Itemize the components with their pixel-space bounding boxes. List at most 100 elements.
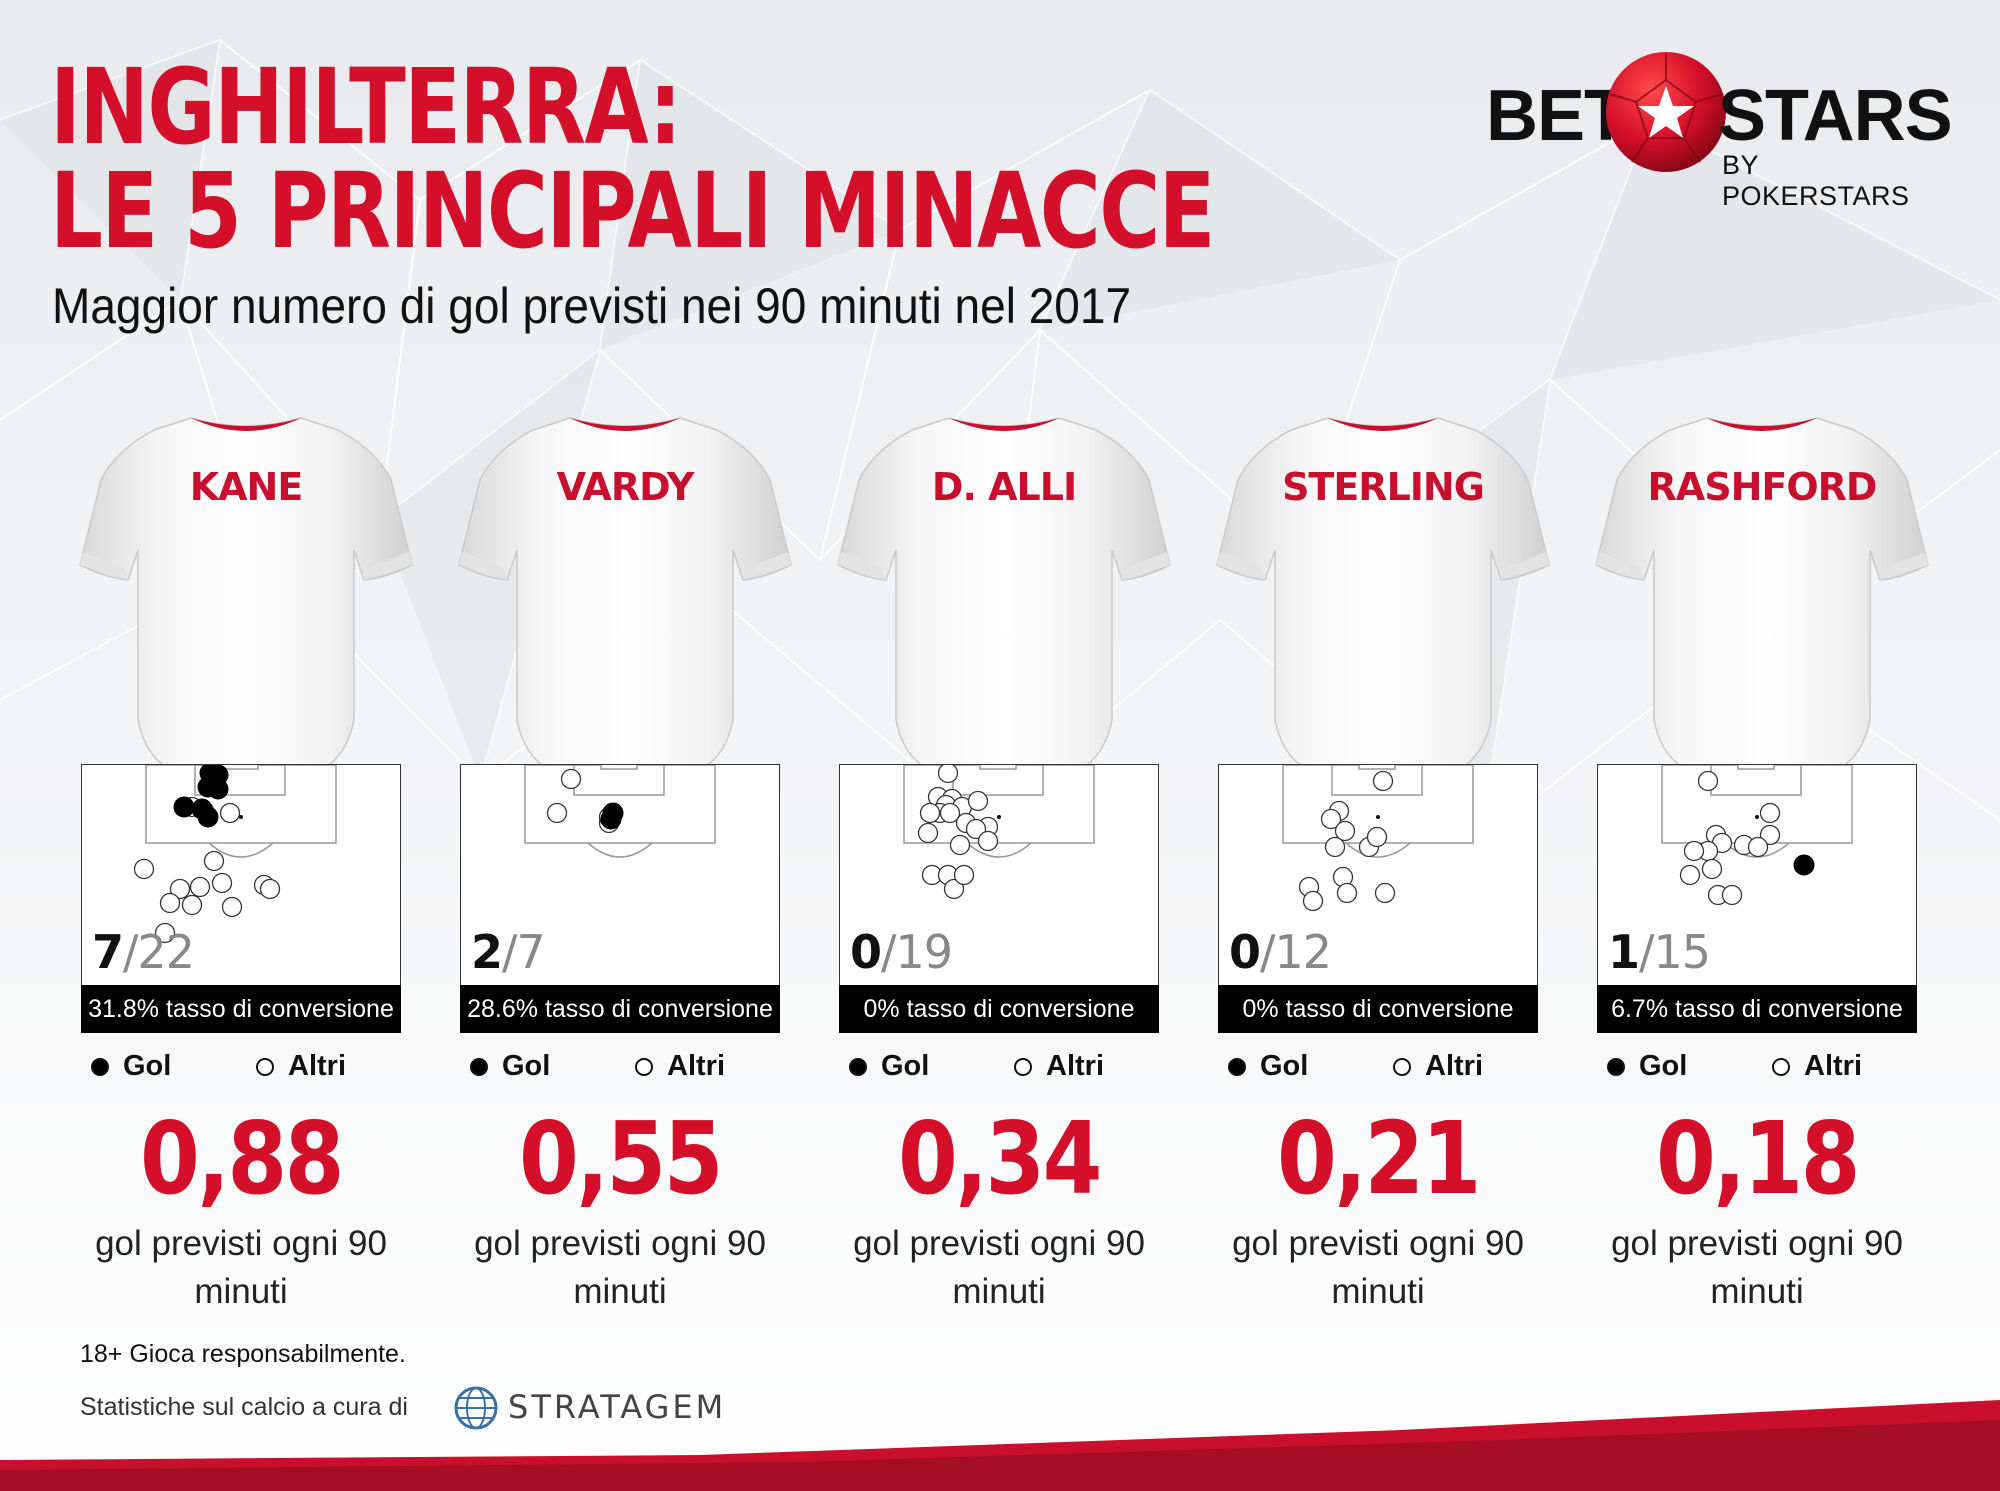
- logo-bet-text: BET: [1486, 76, 1628, 156]
- shirt-image: D. ALLI: [837, 417, 1171, 773]
- shot-other-dot: [159, 892, 181, 914]
- shot-other-dot: [1683, 840, 1705, 862]
- goals-count: 2: [471, 925, 503, 979]
- shirt-image: RASHFORD: [1595, 417, 1929, 773]
- shot-other-dot: [181, 894, 203, 916]
- shot-map: 7/22: [81, 764, 401, 988]
- legend-other: Altri: [1772, 1050, 1862, 1083]
- goals-count: 0: [850, 925, 882, 979]
- goals-count: 0: [1229, 925, 1261, 979]
- shot-other-dot: [189, 876, 211, 898]
- shot-other-dot: [1721, 884, 1743, 906]
- pitch-drawing: [1282, 765, 1474, 912]
- other-dot-icon: [1772, 1057, 1790, 1076]
- shot-other-dot: [1759, 824, 1781, 846]
- legend-goal: Gol: [1228, 1050, 1308, 1083]
- legend-goal-label: Gol: [1639, 1050, 1688, 1082]
- goals-shots-ratio: 0/19: [850, 925, 954, 979]
- shot-map: 0/12: [1218, 764, 1538, 988]
- shot-other-dot: [221, 896, 243, 918]
- legend-goal-label: Gol: [1260, 1050, 1309, 1082]
- goals-count: 1: [1608, 925, 1640, 979]
- shot-other-dot: [203, 850, 225, 872]
- legend-goal: Gol: [470, 1050, 550, 1083]
- shot-other-dot: [1324, 836, 1346, 858]
- other-dot-icon: [1393, 1057, 1411, 1076]
- legend-other: Altri: [1014, 1050, 1104, 1083]
- xg-label: gol previsti ogni 90 minuti: [95, 1224, 387, 1311]
- shot-map: 1/15: [1597, 764, 1917, 988]
- goal-dot-icon: [1228, 1057, 1246, 1076]
- shot-other-dot: [1334, 820, 1356, 842]
- legend-other-label: Altri: [667, 1050, 725, 1082]
- other-dot-icon: [635, 1057, 653, 1076]
- goal-dot-icon: [849, 1057, 867, 1076]
- title-line-2: LE 5 PRINCIPALI MINACCE: [50, 150, 1216, 272]
- shot-other-dot: [1701, 858, 1723, 880]
- shots-count: 19: [895, 925, 954, 979]
- shot-other-dot: [1320, 808, 1342, 830]
- goal-dot-icon: [1607, 1057, 1625, 1076]
- goals-shots-ratio: 0/12: [1229, 925, 1332, 979]
- legend-other-label: Altri: [1046, 1050, 1104, 1082]
- conversion-rate: 0% tasso di conversione: [839, 985, 1159, 1033]
- legend-other-label: Altri: [1425, 1050, 1483, 1082]
- legend-goal: Gol: [91, 1050, 171, 1083]
- legend-other-label: Altri: [288, 1050, 346, 1082]
- shot-legend: Gol Altri: [1228, 1050, 1538, 1090]
- xg-value: 0,34: [898, 1100, 1102, 1217]
- shirt-player-name: RASHFORD: [1648, 465, 1877, 509]
- pitch-drawing: [524, 765, 716, 858]
- shirt-image: VARDY: [458, 417, 792, 773]
- shot-other-dot: [919, 802, 941, 824]
- shot-goal-dot: [600, 808, 622, 830]
- stats-credit: Statistiche sul calcio a cura di: [80, 1393, 408, 1421]
- shot-other-dot: [1302, 890, 1324, 912]
- xg-label: gol previsti ogni 90 minuti: [1232, 1224, 1524, 1311]
- legend-other: Altri: [635, 1050, 725, 1083]
- globe-icon: [454, 1386, 498, 1430]
- shot-other-dot: [1697, 770, 1719, 792]
- shot-other-dot: [259, 878, 281, 900]
- shot-other-dot: [1759, 802, 1781, 824]
- logo-stars-text: STARS: [1718, 76, 1953, 156]
- shot-other-dot: [1374, 882, 1396, 904]
- shot-other-dot: [1336, 882, 1358, 904]
- shot-other-dot: [965, 818, 987, 840]
- legend-other: Altri: [1393, 1050, 1483, 1083]
- shot-other-dot: [1366, 826, 1388, 848]
- shot-legend: Gol Altri: [470, 1050, 780, 1090]
- shot-other-dot: [211, 872, 233, 894]
- conversion-rate: 6.7% tasso di conversione: [1597, 985, 1917, 1033]
- shot-other-dot: [560, 768, 582, 790]
- goal-dot-icon: [91, 1057, 109, 1076]
- legend-other-label: Altri: [1804, 1050, 1862, 1082]
- pitch-drawing: [903, 765, 1095, 900]
- shot-other-dot: [953, 864, 975, 886]
- legend-goal-label: Gol: [881, 1050, 930, 1082]
- age-disclaimer: 18+ Gioca responsabilmente.: [80, 1340, 406, 1368]
- shots-count: 7: [516, 925, 546, 979]
- shot-other-dot: [949, 834, 971, 856]
- shot-other-dot: [154, 922, 176, 944]
- xg-label: gol previsti ogni 90 minuti: [853, 1224, 1145, 1311]
- title-line-1: INGHILTERRA:: [50, 46, 682, 168]
- page-subtitle: Maggior numero di gol previsti nei 90 mi…: [52, 278, 1132, 334]
- legend-goal-label: Gol: [502, 1050, 551, 1082]
- shots-count: 15: [1653, 925, 1712, 979]
- conversion-rate: 28.6% tasso di conversione: [460, 985, 780, 1033]
- other-dot-icon: [1014, 1057, 1032, 1076]
- shirt-image: STERLING: [1216, 417, 1550, 773]
- football-star-icon: [1606, 52, 1726, 172]
- shot-other-dot: [937, 765, 959, 784]
- goals-shots-ratio: 7/22: [92, 925, 195, 979]
- xg-label: gol previsti ogni 90 minuti: [1611, 1224, 1903, 1311]
- goals-shots-ratio: 2/7: [471, 925, 546, 979]
- shot-legend: Gol Altri: [91, 1050, 401, 1090]
- page-title: INGHILTERRA: LE 5 PRINCIPALI MINACCE: [50, 46, 1216, 272]
- player-card: VARDY 2/7 28.6% tasso di conversione Gol…: [458, 400, 792, 1320]
- shot-other-dot: [917, 822, 939, 844]
- shot-legend: Gol Altri: [849, 1050, 1159, 1090]
- shirt-image: KANE: [79, 417, 413, 773]
- shot-goal-dot: [173, 796, 195, 818]
